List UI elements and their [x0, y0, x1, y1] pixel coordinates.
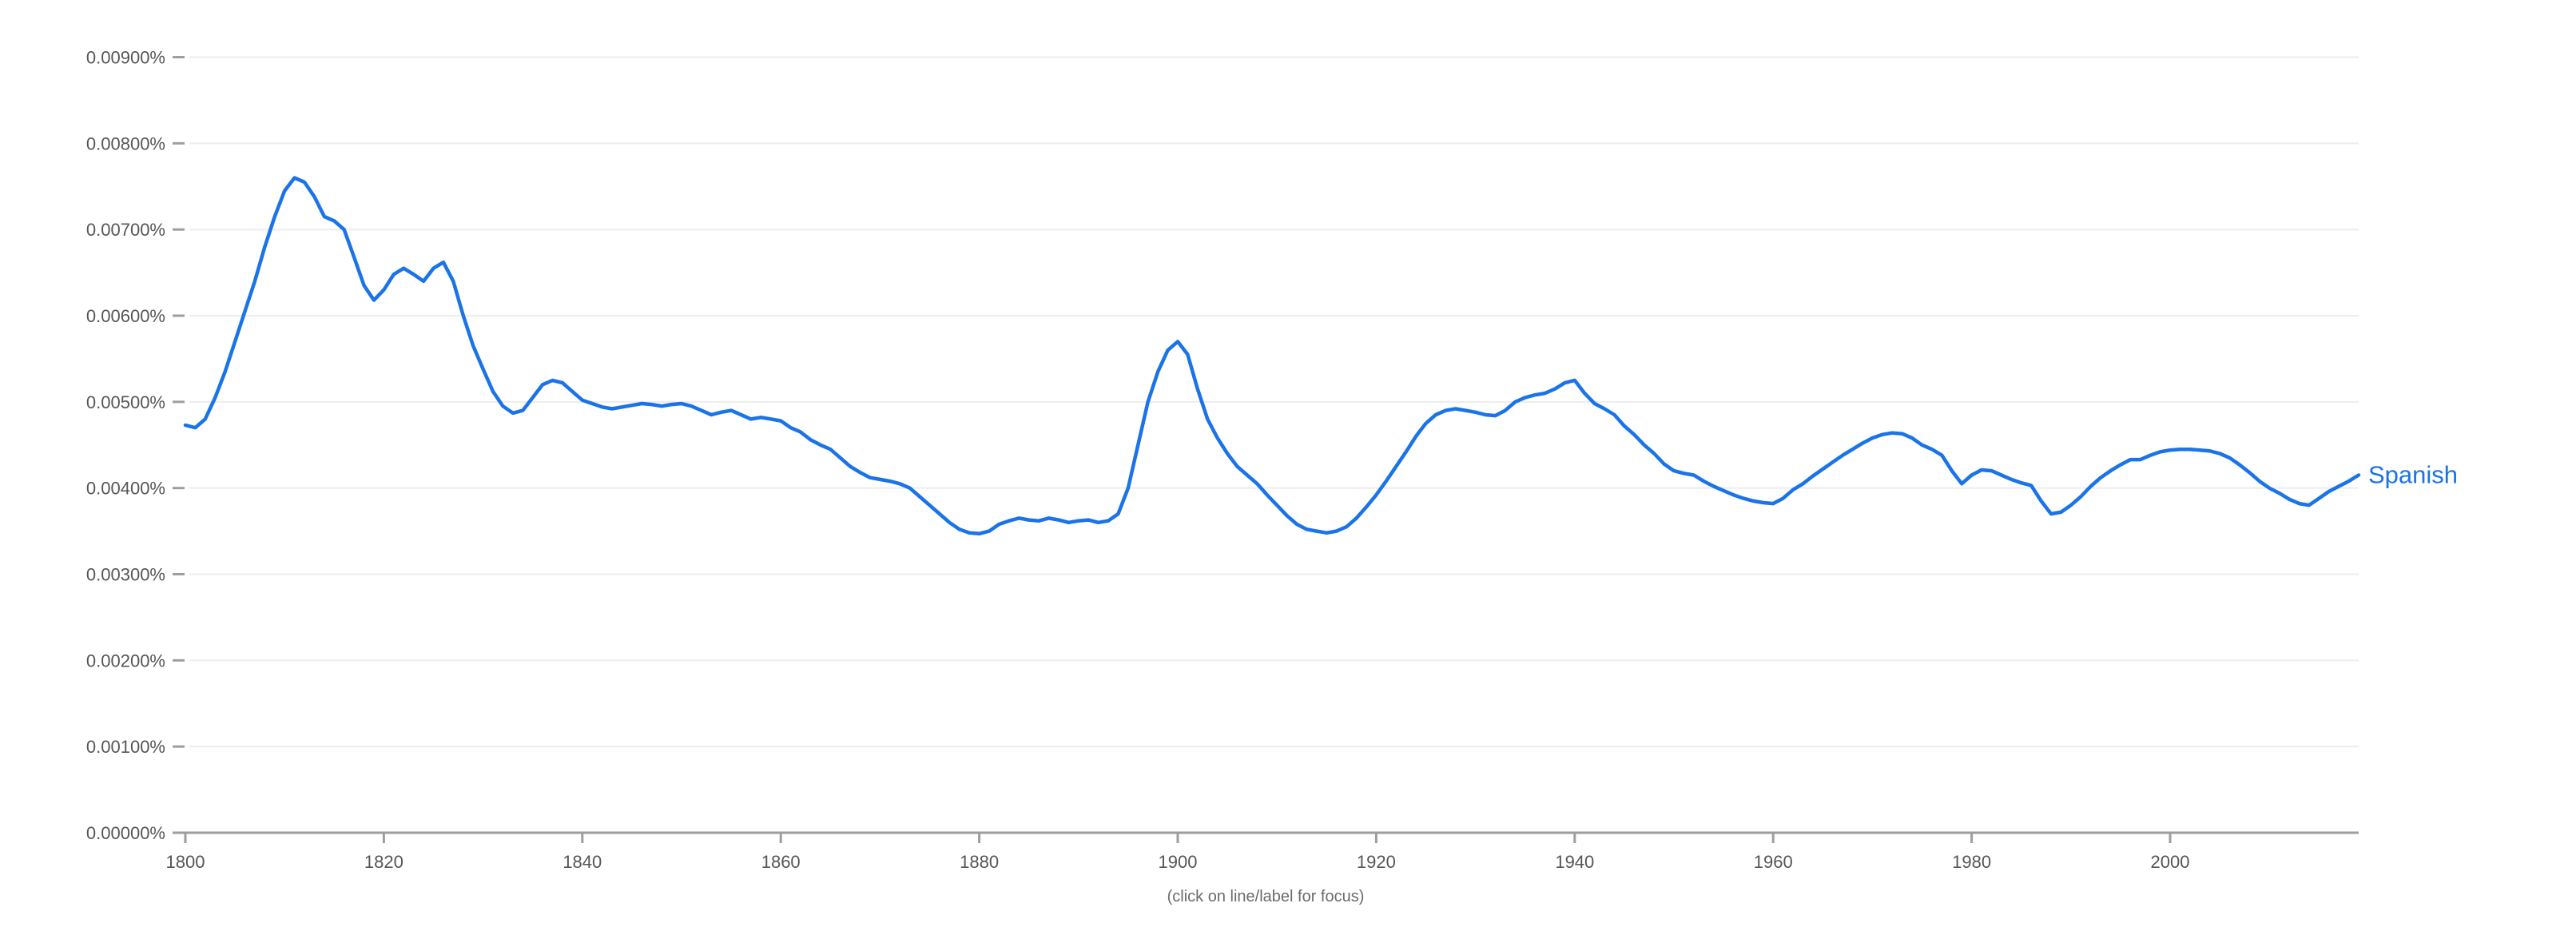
- x-axis-label: 1880: [960, 852, 999, 872]
- y-axis-label: 0.00900%: [86, 48, 165, 68]
- y-axis-label: 0.00500%: [86, 392, 165, 412]
- x-axis-label: 1980: [1952, 852, 1991, 872]
- series-label-spanish[interactable]: Spanish: [2368, 461, 2458, 489]
- x-axis-label: 2000: [2151, 852, 2190, 872]
- x-axis-label: 1860: [761, 852, 801, 872]
- x-axis-label: 1960: [1754, 852, 1793, 872]
- y-axis-label: 0.00400%: [86, 479, 165, 499]
- y-axis-label: 0.00700%: [86, 220, 165, 240]
- x-axis-label: 1900: [1159, 852, 1198, 872]
- x-axis-label: 1940: [1555, 852, 1594, 872]
- y-axis-label: 0.00300%: [86, 565, 165, 585]
- y-axis-label: 0.00800%: [86, 133, 165, 153]
- y-axis-label: 0.00600%: [86, 306, 165, 326]
- y-axis-label: 0.00100%: [86, 737, 165, 757]
- chart-line-spanish[interactable]: [183, 176, 2361, 536]
- x-axis-label: 1840: [563, 852, 602, 872]
- focus-hint-text: (click on line/label for focus): [1167, 888, 1365, 905]
- x-axis-label: 1820: [364, 852, 403, 872]
- y-axis-label: 0.00200%: [86, 651, 165, 670]
- y-axis-label: 0.00000%: [86, 823, 165, 843]
- x-axis-label: 1800: [166, 852, 205, 872]
- x-axis-label: 1920: [1357, 852, 1396, 872]
